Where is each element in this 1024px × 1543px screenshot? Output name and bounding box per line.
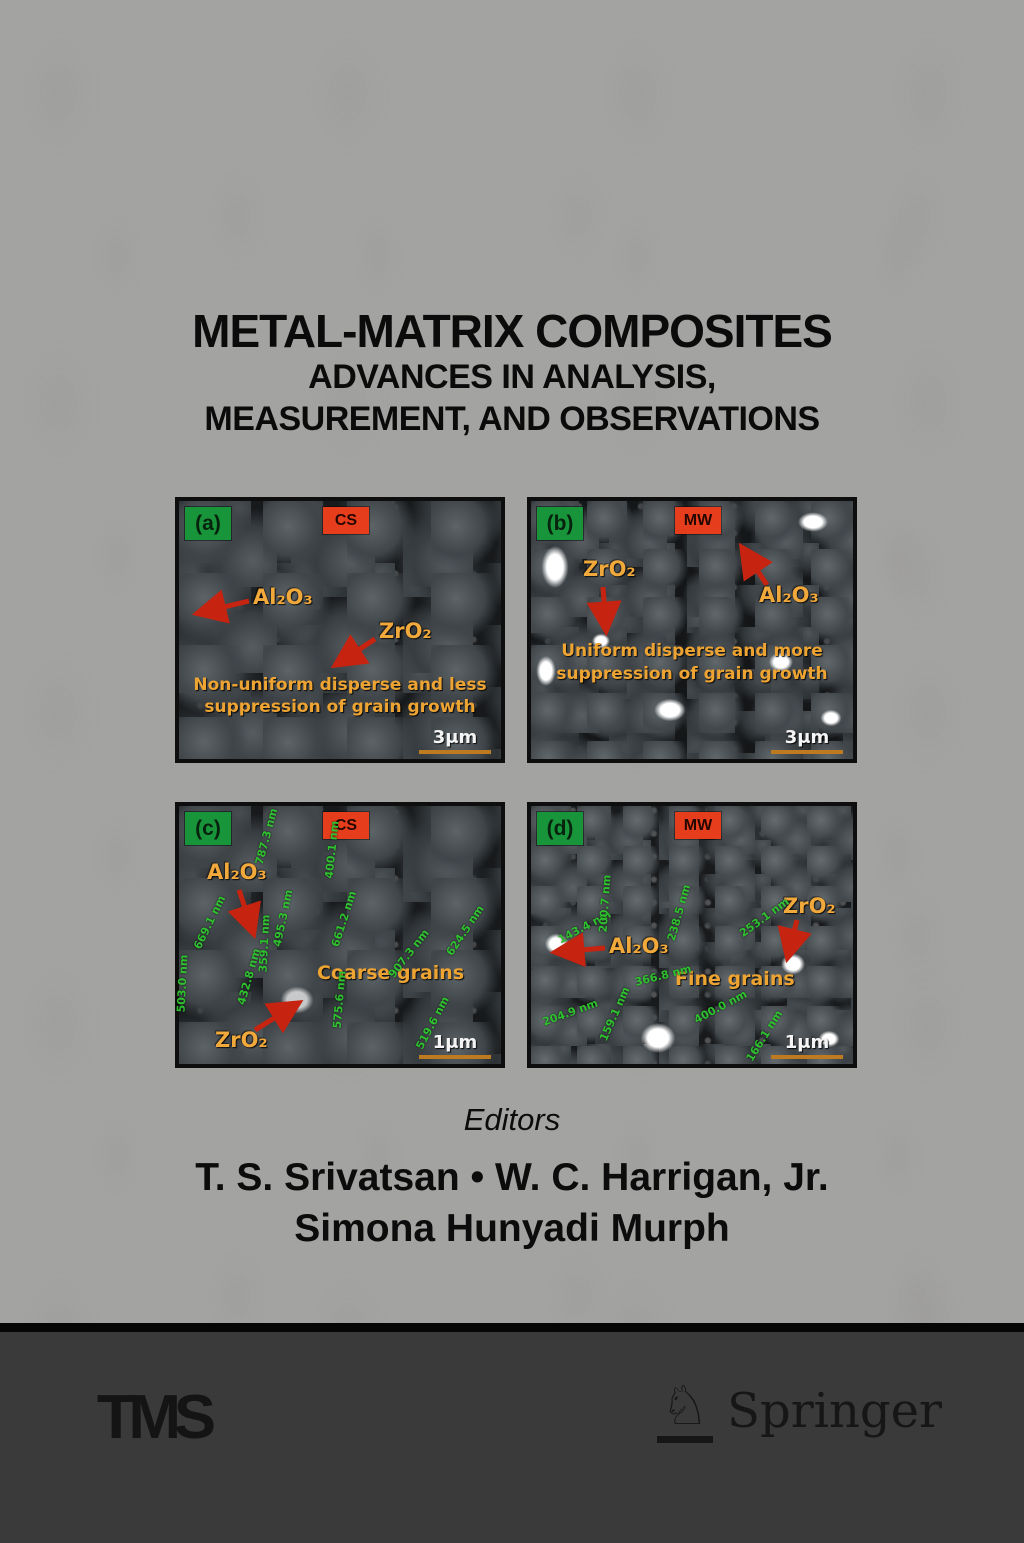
- book-subtitle-line1: ADVANCES IN ANALYSIS,: [308, 358, 716, 396]
- bright-particle: [817, 707, 845, 729]
- editors-names-line1: T. S. Srivatsan • W. C. Harrigan, Jr.: [195, 1156, 829, 1199]
- panel-letter-badge: (c): [185, 812, 231, 845]
- method-badge-cs: CS: [323, 812, 369, 839]
- bright-particle: [537, 539, 573, 595]
- bright-particle: [815, 1028, 843, 1050]
- micrograph-panel-d: (d) MW Al₂O₃ ZrO₂ Fine grains 143.4 nm 2…: [527, 802, 857, 1068]
- scale-bar: 1μm: [419, 1033, 491, 1059]
- sem-texture: [531, 501, 853, 759]
- sem-texture: [179, 501, 501, 759]
- zro2-label: ZrO₂: [583, 557, 636, 581]
- springer-horse-icon: ♘: [656, 1378, 714, 1443]
- grains-label: Coarse grains: [317, 962, 465, 984]
- scale-bar: 3μm: [771, 728, 843, 754]
- footer-divider: [0, 1323, 1024, 1332]
- method-badge-mw: MW: [675, 812, 721, 839]
- bright-particle: [275, 982, 319, 1018]
- footer-bar: TMS ♘ Springer: [0, 1332, 1024, 1543]
- panel-caption-line1: Non-uniform disperse and less: [193, 675, 487, 695]
- method-badge-cs: CS: [323, 507, 369, 534]
- grains-label: Fine grains: [675, 968, 795, 990]
- al2o3-label: Al₂O₃: [207, 860, 267, 884]
- book-subtitle-line2: MEASUREMENT, AND OBSERVATIONS: [204, 400, 820, 438]
- panel-caption-line1: Uniform disperse and more: [561, 641, 823, 661]
- panel-letter-badge: (d): [537, 812, 583, 845]
- micrograph-panel-c: (c) CS Al₂O₃ ZrO₂ Coarse grains 787.3 nm…: [175, 802, 505, 1068]
- method-badge-mw: MW: [675, 507, 721, 534]
- scale-label: 3μm: [432, 727, 478, 748]
- bright-particle: [533, 651, 559, 691]
- editors-heading: Editors: [463, 1102, 561, 1137]
- scale-label: 3μm: [784, 727, 830, 748]
- title-block: METAL-MATRIX COMPOSITES ADVANCES IN ANAL…: [0, 306, 1024, 440]
- panel-caption-line2: suppression of grain growth: [556, 664, 828, 684]
- bright-particle: [649, 695, 691, 725]
- panel-caption-line2: suppression of grain growth: [204, 697, 476, 717]
- al2o3-label: Al₂O₃: [253, 585, 313, 609]
- book-title: METAL-MATRIX COMPOSITES: [192, 305, 833, 357]
- zro2-label: ZrO₂: [215, 1028, 268, 1052]
- scale-line: [771, 750, 843, 754]
- editors-names-line2: Simona Hunyadi Murph: [294, 1207, 730, 1250]
- zro2-label: ZrO₂: [783, 894, 836, 918]
- springer-wordmark: Springer: [727, 1382, 942, 1439]
- al2o3-label: Al₂O₃: [759, 583, 819, 607]
- springer-logo: ♘ Springer: [656, 1378, 942, 1443]
- scale-label: 1μm: [784, 1032, 830, 1053]
- micrograph-panel-b: (b) MW ZrO₂ Al₂O₃ Uniform disperse and m…: [527, 497, 857, 763]
- scale-bar: 3μm: [419, 728, 491, 754]
- bright-particle: [765, 649, 797, 675]
- scale-label: 1μm: [432, 1032, 478, 1053]
- scale-line: [419, 1055, 491, 1059]
- scale-line: [419, 750, 491, 754]
- editors-block: Editors T. S. Srivatsan • W. C. Harrigan…: [0, 1102, 1024, 1254]
- panel-letter-badge: (b): [537, 507, 583, 540]
- al2o3-label: Al₂O₃: [609, 934, 669, 958]
- bright-particle: [793, 509, 833, 535]
- zro2-label: ZrO₂: [379, 619, 432, 643]
- micrograph-panel-a: (a) CS Al₂O₃ ZrO₂ Non-uniform disperse a…: [175, 497, 505, 763]
- scale-bar: 1μm: [771, 1033, 843, 1059]
- scale-line: [771, 1055, 843, 1059]
- bright-particle: [635, 1018, 681, 1058]
- tms-logo: TMS: [96, 1383, 216, 1452]
- panel-letter-badge: (a): [185, 507, 231, 540]
